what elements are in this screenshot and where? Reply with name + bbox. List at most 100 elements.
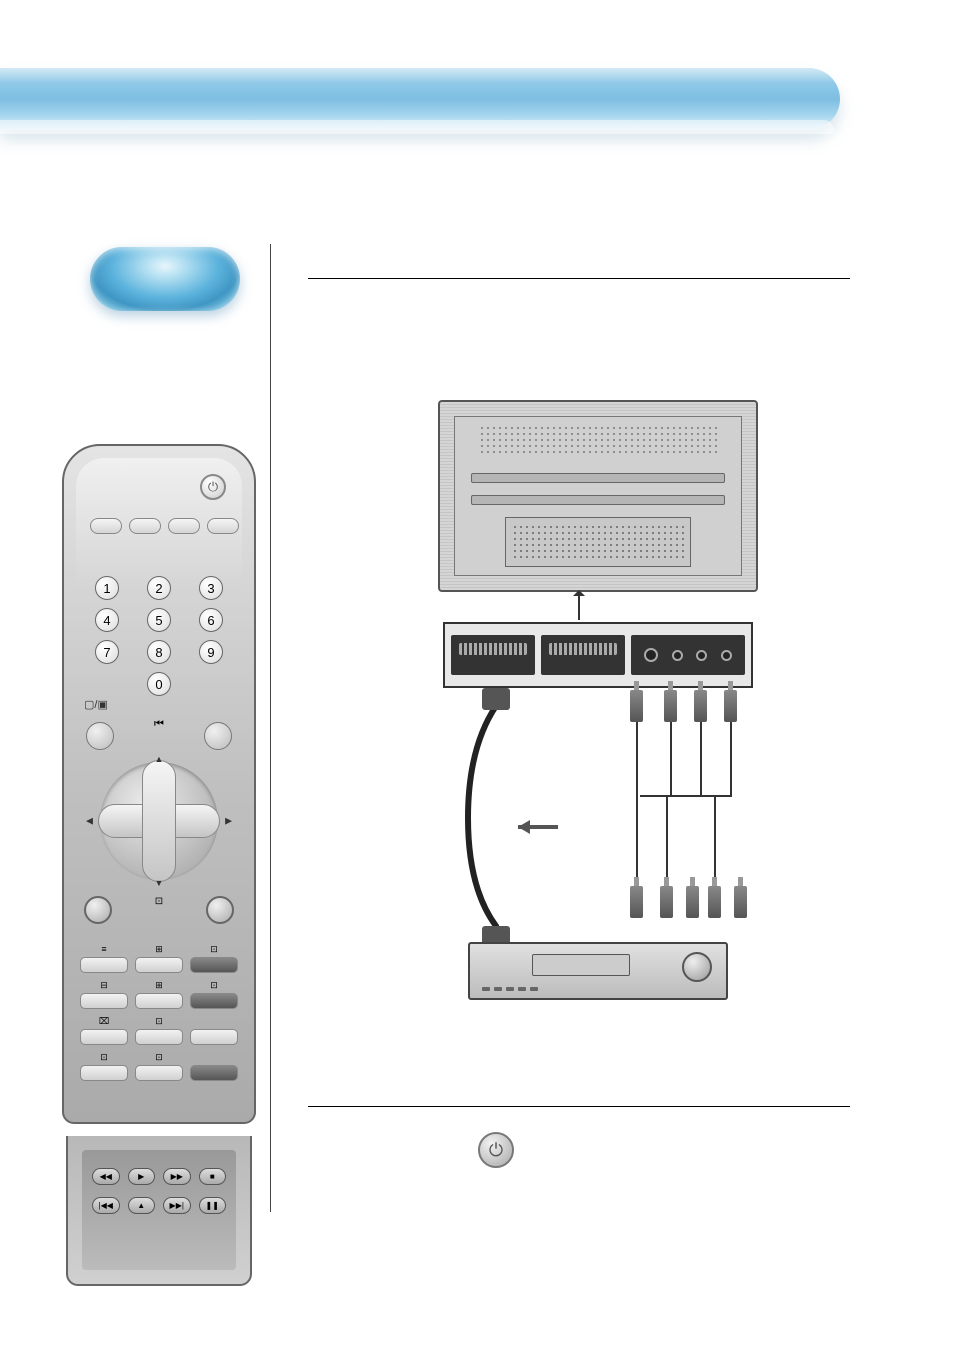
color-key-4[interactable] [207, 518, 239, 534]
scart-port-1 [451, 635, 535, 675]
color-key-1[interactable] [90, 518, 122, 534]
channel-glyph: ⏮ [154, 718, 164, 731]
remote-top-panel [76, 458, 242, 592]
fastfwd-button[interactable]: ▶▶ [163, 1168, 191, 1185]
rca-jack [721, 650, 732, 661]
ok-button-right[interactable] [206, 896, 234, 924]
rca-jack [672, 650, 683, 661]
arrow-down-icon: ▼ [155, 878, 164, 888]
remote-body: 1 2 3 4 5 6 7 8 9 0 ▢/▣ ⏮ ▲ ▼ ◀ [62, 444, 256, 1124]
remote-control-illustration: 1 2 3 4 5 6 7 8 9 0 ▢/▣ ⏮ ▲ ▼ ◀ [62, 444, 256, 1206]
header-glossy-bar [0, 68, 840, 130]
media-panel: ◀◀ ▶ ▶▶ ■ |◀◀ ▲ ▶▶| ❚❚ [82, 1150, 236, 1270]
func-btn-dark[interactable] [190, 993, 238, 1009]
num-4[interactable]: 4 [95, 608, 119, 632]
rca-plug [708, 886, 721, 918]
rca-plug [694, 690, 707, 722]
standby-icon: ⏻ [478, 1132, 514, 1168]
scart-port-2 [541, 635, 625, 675]
prev-button[interactable]: |◀◀ [92, 1197, 120, 1214]
power-button[interactable] [200, 474, 226, 500]
vcr-device [468, 942, 728, 1000]
blank [88, 672, 112, 696]
num-0[interactable]: 0 [147, 672, 171, 696]
av-port-group [631, 635, 745, 675]
func-btn[interactable] [80, 993, 128, 1009]
glyph: ⊡ [190, 980, 238, 991]
color-key-2[interactable] [129, 518, 161, 534]
dpad: ▲ ▼ ◀ ▶ [94, 756, 224, 886]
rewind-button[interactable]: ◀◀ [92, 1168, 120, 1185]
horizontal-divider-top [308, 278, 850, 279]
format-glyph: ▢/▣ [84, 698, 108, 711]
num-1[interactable]: 1 [95, 576, 119, 600]
mid-button-right[interactable] [204, 722, 232, 750]
glyph [190, 1016, 238, 1027]
func-btn[interactable] [135, 957, 183, 973]
func-btn[interactable] [135, 1029, 183, 1045]
vcr-button-row [482, 987, 538, 991]
ok-button-left[interactable] [84, 896, 112, 924]
num-5[interactable]: 5 [147, 608, 171, 632]
zoom-arrow-icon [578, 592, 580, 620]
eject-button[interactable]: ▲ [128, 1197, 156, 1214]
color-key-3[interactable] [168, 518, 200, 534]
connection-diagram [438, 400, 758, 1008]
num-6[interactable]: 6 [199, 608, 223, 632]
stop-button[interactable]: ■ [199, 1168, 227, 1185]
ok-row: ⊡ [76, 896, 242, 924]
media-row-1: ◀◀ ▶ ▶▶ ■ [92, 1168, 226, 1185]
func-btn[interactable] [80, 957, 128, 973]
glyph: ⌧ [80, 1016, 128, 1027]
vcr-btn [530, 987, 538, 991]
ok-glyph: ⊡ [155, 896, 163, 924]
svideo-plug-bottom [630, 886, 643, 918]
pause-button[interactable]: ❚❚ [199, 1197, 227, 1214]
dpad-section: ⏮ ▲ ▼ ◀ ▶ ⊡ [76, 714, 242, 934]
arrow-right-icon: ▶ [225, 816, 232, 827]
rca-plug [660, 886, 673, 918]
func-btn[interactable] [190, 1029, 238, 1045]
number-pad: 1 2 3 4 5 6 7 8 9 0 [88, 576, 230, 696]
rca-plug [664, 690, 677, 722]
func-btn[interactable] [135, 993, 183, 1009]
glyph: ⊞ [135, 944, 183, 955]
func-btn[interactable] [80, 1029, 128, 1045]
func-btn[interactable] [135, 1065, 183, 1081]
vcr-jog-dial [682, 952, 712, 982]
func-btn-dark[interactable] [190, 1065, 238, 1081]
rca-plug [686, 886, 699, 918]
num-3[interactable]: 3 [199, 576, 223, 600]
num-8[interactable]: 8 [147, 640, 171, 664]
num-7[interactable]: 7 [95, 640, 119, 664]
vertical-divider [270, 244, 271, 1212]
lower-button-grid: ≡⊞⊡ ⊟⊞⊡ ⌧⊡ ⊡⊡ [80, 944, 238, 1088]
remote-bottom-flap: ◀◀ ▶ ▶▶ ■ |◀◀ ▲ ▶▶| ❚❚ [66, 1136, 252, 1286]
glyph: ⊡ [135, 1052, 183, 1063]
tv-slot-2 [471, 495, 725, 505]
arrow-up-icon: ▲ [155, 754, 164, 764]
glyph: ≡ [80, 944, 128, 955]
play-button[interactable]: ▶ [128, 1168, 156, 1185]
rca-plug [734, 886, 747, 918]
func-btn[interactable] [80, 1065, 128, 1081]
horizontal-divider-bottom [308, 1106, 850, 1107]
scart-cable [460, 688, 532, 948]
rca-jack [696, 650, 707, 661]
next-button[interactable]: ▶▶| [163, 1197, 191, 1214]
svideo-plug-top [630, 690, 643, 722]
vcr-btn [518, 987, 526, 991]
color-key-row [90, 518, 239, 534]
tv-inner-frame [454, 416, 742, 576]
tv-rear-panel [438, 400, 758, 592]
mid-button-left[interactable] [86, 722, 114, 750]
num-9[interactable]: 9 [199, 640, 223, 664]
rca-split [678, 795, 732, 797]
tv-mount-plate [505, 517, 691, 567]
dpad-vertical[interactable] [142, 760, 176, 882]
vcr-btn [482, 987, 490, 991]
num-2[interactable]: 2 [147, 576, 171, 600]
glyph [190, 1052, 238, 1063]
func-btn-dark[interactable] [190, 957, 238, 973]
rca-plug [724, 690, 737, 722]
